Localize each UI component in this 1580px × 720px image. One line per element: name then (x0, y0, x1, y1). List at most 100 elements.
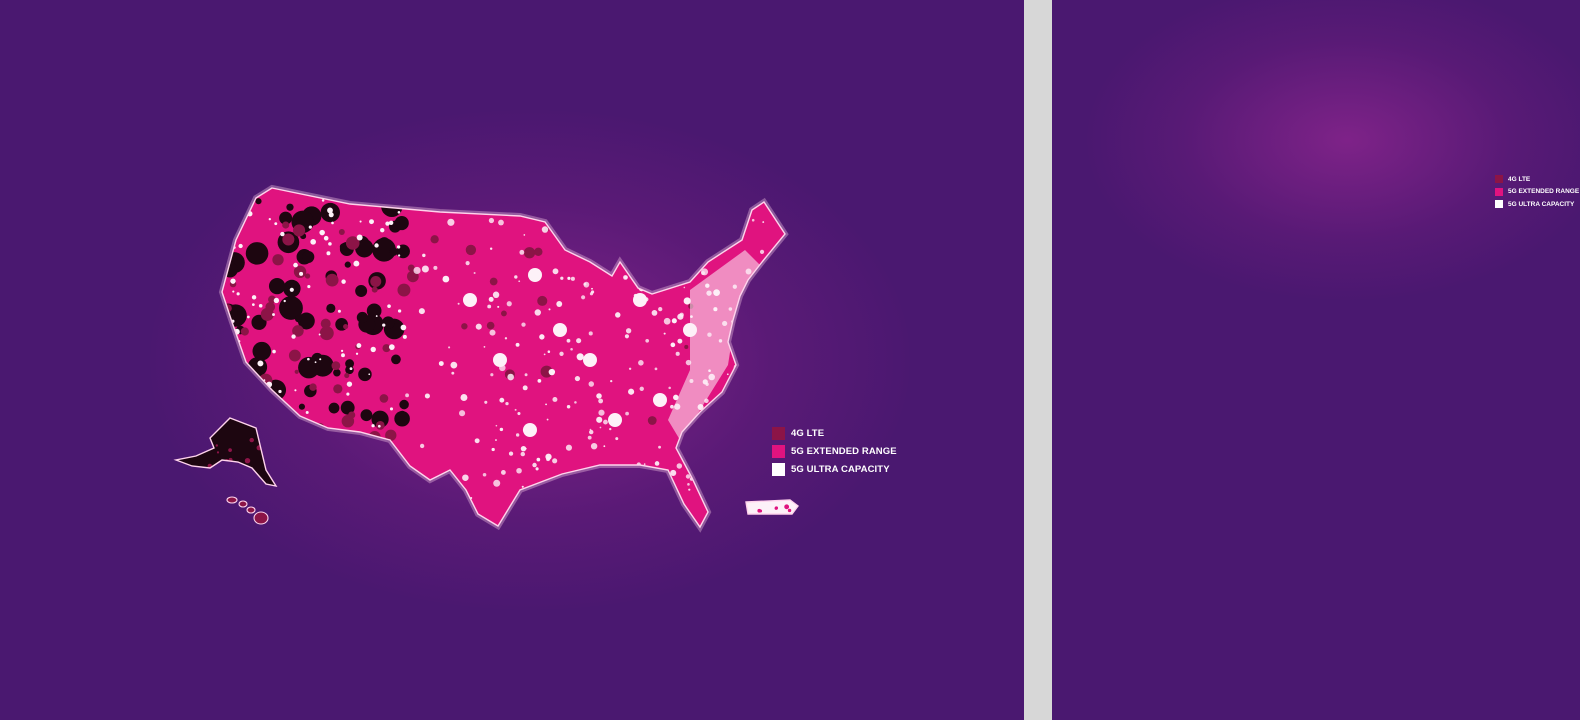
coverage-ultra (712, 516, 718, 523)
coverage-ultra (475, 323, 482, 330)
coverage-ultra (747, 417, 754, 424)
legend: 4G LTE 5G EXTENDED RANGE 5G ULTRA CAPACI… (1495, 173, 1579, 211)
coverage-ultra (515, 342, 520, 347)
coverage-ultra (465, 261, 470, 266)
coverage-ultra (567, 507, 571, 511)
coverage-gap (394, 410, 410, 427)
coverage-ultra (688, 488, 691, 491)
coverage-gap (391, 354, 401, 365)
coverage-gap (285, 416, 301, 432)
coverage-ultra (588, 381, 595, 387)
coverage-lte (345, 236, 360, 250)
coverage-ultra (742, 323, 746, 328)
metro-coverage-hub (523, 423, 537, 437)
coverage-lte (393, 193, 408, 208)
coverage-ultra (232, 290, 235, 293)
coverage-ultra (776, 291, 778, 293)
coverage-lte (486, 321, 495, 330)
coverage-ultra-corridor (668, 250, 760, 440)
coverage-ultra (546, 418, 549, 421)
coverage-ultra (734, 435, 741, 442)
coverage-ultra (552, 458, 558, 464)
coverage-ultra (421, 265, 429, 273)
coverage-ultra (305, 410, 309, 414)
coverage-ultra (671, 318, 677, 324)
coverage-ultra (493, 479, 501, 487)
coverage-lte (344, 372, 350, 379)
coverage-lte (534, 247, 543, 257)
coverage-ultra (565, 444, 573, 451)
coverage-gap (252, 341, 272, 361)
coverage-ultra (638, 359, 644, 366)
coverage-ultra (731, 489, 738, 497)
coverage-ultra (488, 296, 494, 302)
legend-swatch-4g-lte (1495, 175, 1503, 184)
coverage-lte (734, 381, 739, 387)
coverage-ultra (484, 400, 488, 404)
coverage-lte (540, 365, 553, 378)
coverage-ultra (532, 462, 537, 468)
coverage-ultra (424, 393, 430, 399)
coverage-ultra (571, 231, 577, 237)
coverage-ultra (508, 451, 514, 456)
coverage-ultra (772, 293, 779, 300)
coverage-ultra (677, 338, 683, 344)
coverage-ultra (627, 493, 632, 498)
coverage-gap (298, 403, 305, 410)
coverage-ultra (768, 331, 774, 336)
coverage-ultra (319, 229, 325, 236)
coverage-ultra (623, 231, 629, 237)
coverage-ultra (639, 386, 644, 391)
coverage-ultra (575, 218, 583, 227)
coverage-ultra (646, 248, 651, 253)
coverage-ultra (590, 442, 598, 450)
coverage-gap (251, 404, 272, 425)
coverage-ultra (722, 436, 727, 440)
coverage-lte (684, 344, 689, 349)
coverage-lte (249, 437, 254, 443)
legend-swatch-4g-lte (772, 426, 785, 440)
coverage-lte (309, 383, 317, 391)
coverage-ultra (598, 499, 602, 503)
coverage-ultra (514, 275, 518, 279)
coverage-ultra (679, 312, 684, 317)
alaska-fill (176, 418, 276, 486)
coverage-ultra (751, 218, 755, 222)
coverage-ultra (567, 276, 571, 280)
coverage-ultra (368, 373, 371, 376)
coverage-ultra (541, 226, 549, 233)
coverage-ultra (534, 309, 541, 316)
coverage-ultra (598, 510, 601, 513)
coverage-ultra (670, 342, 676, 348)
coverage-lte (489, 277, 498, 286)
coverage-ultra (389, 407, 394, 411)
puerto-rico-region (745, 499, 799, 515)
coverage-lte (338, 228, 345, 235)
coverage-ultra (668, 386, 671, 390)
coverage-lte (293, 224, 306, 237)
coverage-ultra (482, 472, 487, 477)
coverage-ultra (698, 224, 705, 231)
coverage-ultra (291, 334, 296, 339)
coverage-ultra (536, 457, 541, 462)
coverage-ultra (459, 410, 466, 417)
coverage-ultra (522, 385, 528, 391)
coverage-ultra (400, 324, 407, 331)
coverage-ultra (273, 297, 280, 304)
metro-coverage-hub (583, 353, 597, 367)
coverage-ultra (693, 231, 701, 239)
coverage-ultra (369, 219, 374, 225)
coverage-ultra (497, 305, 500, 308)
coverage-lte (348, 411, 356, 419)
coverage-ultra (719, 433, 727, 441)
coverage-ultra (586, 238, 593, 245)
coverage-ultra (600, 252, 605, 257)
coverage-ultra (687, 483, 690, 486)
coverage-ultra (656, 226, 660, 230)
coverage-gap (268, 277, 286, 295)
coverage-gap (286, 203, 294, 211)
coverage-ultra (731, 403, 734, 406)
coverage-ultra (560, 276, 564, 280)
hawaii-island (238, 500, 248, 508)
legend-label-5g-extended-range: 5G EXTENDED RANGE (791, 445, 897, 457)
